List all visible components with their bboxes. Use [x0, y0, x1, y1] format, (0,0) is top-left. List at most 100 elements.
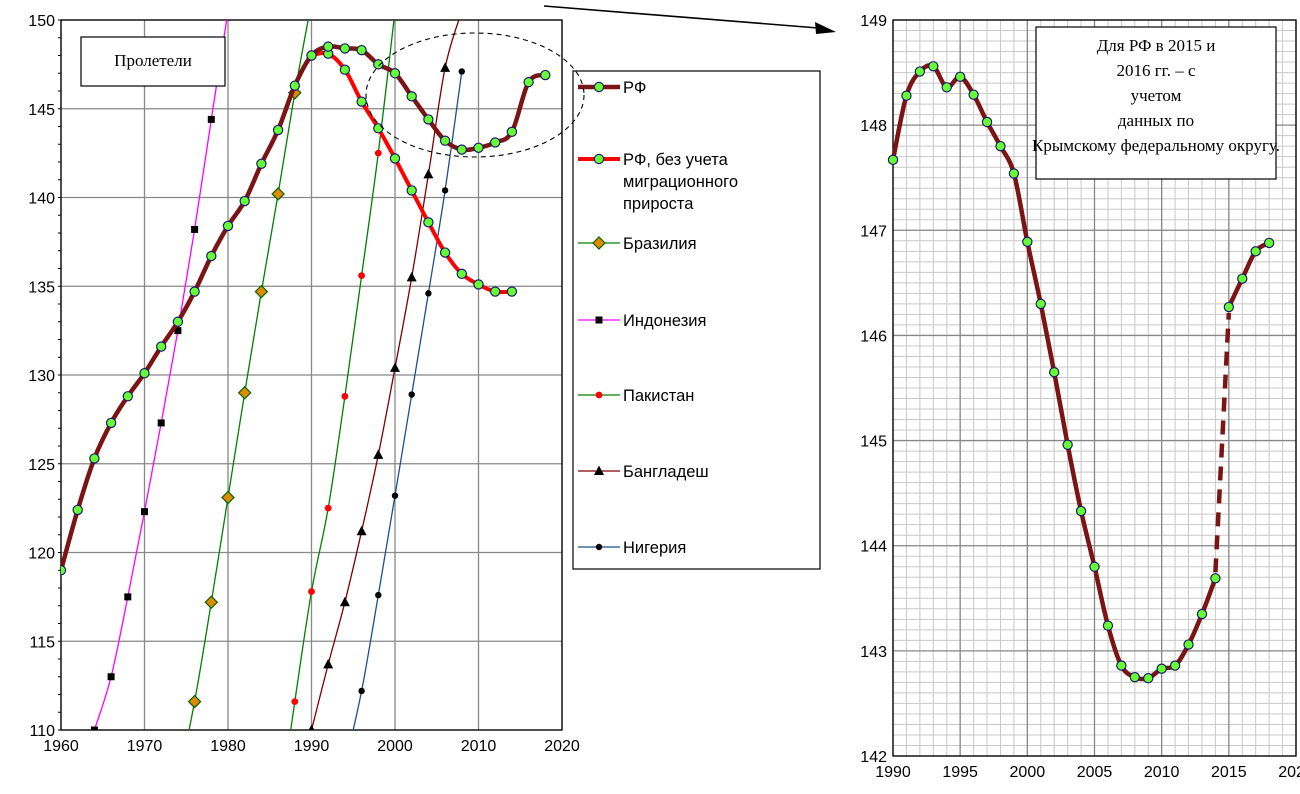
right-series-point [928, 61, 939, 72]
left-series-1-line [309, 50, 514, 295]
left-series-4-point [324, 504, 332, 512]
legend-item-5: Бангладеш [578, 463, 709, 481]
left-series-1-point [473, 279, 484, 290]
left-x-tick-label: 1960 [43, 738, 79, 755]
right-chart: 1990 1995 2000 2005 2010 2015 2020 142 143 144 145… [860, 13, 1300, 781]
right-chart-tick-labels: 1990 1995 2000 2005 2010 2015 2020 142 143 144 145… [860, 13, 1300, 781]
legend-swatch-marker [595, 316, 603, 324]
left-y-tick-label: 130 [28, 368, 55, 385]
left-x-tick-label: 1970 [127, 738, 163, 755]
annotation-text-right: Для РФ в 2015 и 2016 гг. – с учетом данных … [1032, 36, 1280, 155]
left-series-4 [290, 8, 399, 730]
left-series-4-point [392, 8, 399, 15]
legend-item-3: Индонезия [578, 312, 706, 330]
right-plot-frame [892, 19, 1297, 757]
left-series-0-point [206, 250, 217, 262]
legend-item-0: РФ [578, 79, 646, 97]
left-series-1-point [456, 268, 467, 280]
left-series-1-point [389, 153, 401, 164]
right-x-tick-label: 1990 [875, 764, 911, 781]
left-series-3-point [207, 115, 215, 123]
legend-swatch-marker [595, 543, 603, 551]
left-y-tick-label: 125 [28, 457, 55, 474]
left-series-4-point [358, 272, 365, 279]
left-series-2-point [254, 284, 269, 299]
left-series-0-point [423, 114, 434, 125]
right-y-tick-label: 142 [860, 749, 887, 766]
left-x-tick-label: 2010 [461, 738, 497, 755]
left-series-0-point [256, 158, 267, 169]
highlight-ellipse [365, 32, 585, 158]
legend-swatch-marker [595, 391, 603, 399]
left-series-3-point [124, 593, 132, 601]
left-series-0-point [72, 504, 83, 516]
left-series-3-point [174, 327, 182, 335]
left-series-3 [90, 8, 232, 730]
left-series-0-point [339, 43, 351, 54]
left-series-5-point [440, 62, 451, 72]
left-series-3-point [225, 8, 232, 15]
left-chart-grid [58, 19, 563, 731]
left-x-tick-label: 2000 [377, 738, 413, 755]
left-series-5-point [339, 596, 350, 607]
left-series-0-line [61, 44, 548, 573]
left-chart-series [61, 6, 551, 768]
left-series-5-point [457, 6, 467, 16]
left-series-4-point [291, 698, 299, 705]
right-x-tick-label: 2010 [1144, 764, 1180, 781]
legend-label: РФ, без учета миграционного прироста [623, 151, 738, 213]
left-series-6-point [342, 762, 348, 768]
right-series-point [1116, 660, 1127, 671]
legend-item-2: Бразилия [578, 235, 697, 253]
left-series-1-point [339, 64, 351, 75]
legend-label: Нигерия [623, 539, 686, 557]
annotation-box-right [1035, 26, 1277, 180]
left-series-4-line [290, 20, 395, 730]
left-series-1-point [439, 247, 451, 258]
left-y-tick-label: 135 [28, 279, 55, 296]
legend-label: Пакистан [623, 387, 694, 405]
legend: РФ РФ, без учета миграционного прироста Браз… [572, 70, 821, 570]
left-series-1-point [423, 217, 434, 228]
right-y-tick-label: 145 [860, 434, 887, 451]
left-series-1-point [406, 185, 417, 196]
left-series-5-point [308, 724, 315, 730]
left-y-tick-label: 120 [28, 546, 55, 563]
left-series-2-point [187, 694, 202, 709]
left-series-1-point [506, 286, 518, 297]
left-series-5-point [423, 168, 434, 179]
right-series-0 [887, 61, 1275, 684]
annotation-text-left: Пролетели [114, 51, 192, 70]
legend-swatch-marker [593, 81, 605, 93]
annotation-box-left [80, 36, 226, 87]
right-series-point [981, 116, 993, 128]
left-series-5 [308, 6, 467, 730]
right-series-point [1250, 246, 1261, 257]
left-series-0-point [272, 124, 284, 136]
left-series-5-point [390, 362, 400, 372]
left-series-6-point [391, 492, 399, 499]
right-series-point [1183, 639, 1194, 650]
right-x-tick-label: 2005 [1077, 764, 1113, 781]
right-series-point [887, 154, 899, 166]
right-x-tick-label: 2020 [1278, 764, 1300, 781]
right-y-tick-label: 148 [860, 118, 887, 135]
left-series-0-point [356, 44, 367, 56]
left-series-2 [187, 20, 309, 730]
right-series-point [954, 71, 966, 82]
left-series-0-point [406, 91, 417, 102]
left-series-1-point [356, 96, 367, 107]
right-x-tick-label: 1995 [942, 764, 978, 781]
right-series-point [941, 82, 952, 93]
left-y-tick-label: 115 [29, 634, 55, 651]
left-series-0-point [473, 142, 484, 153]
left-series-3-line [93, 20, 228, 730]
left-series-6-point [375, 591, 382, 599]
left-series-2-point [221, 490, 235, 505]
left-series-0-point [389, 68, 401, 79]
right-series-dashed-segment [1213, 312, 1232, 573]
left-series-1-point [490, 286, 501, 297]
left-y-tick-label: 110 [29, 723, 55, 740]
left-series-0-point [323, 41, 334, 52]
